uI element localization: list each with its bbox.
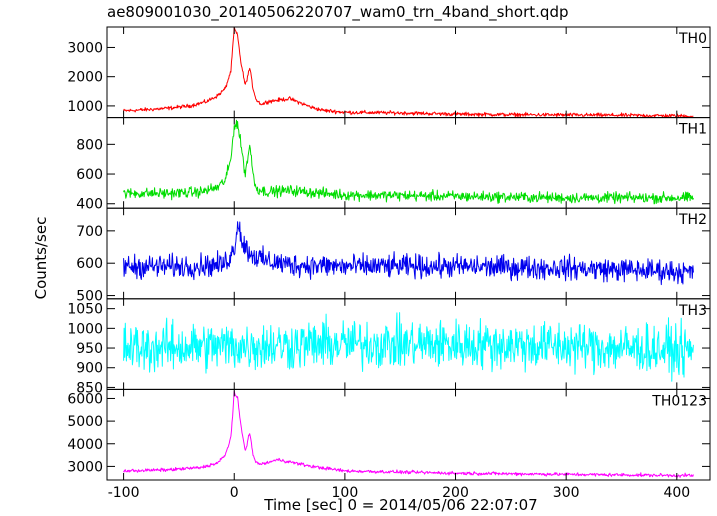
x-tick-label: 0 bbox=[230, 485, 239, 501]
panels-group: 100020003000TH0400600800TH1500600700TH28… bbox=[67, 26, 711, 501]
series-line-th3 bbox=[123, 312, 694, 382]
x-tick-label: 200 bbox=[442, 485, 469, 501]
panel-th0: 1000 2000 3000 TH0 bbox=[67, 26, 711, 119]
panel-label: TH0123 bbox=[651, 393, 707, 409]
y-tick-label: 4000 bbox=[67, 437, 103, 453]
y-tick-label: 500 bbox=[76, 289, 103, 305]
panel-label: TH1 bbox=[678, 122, 707, 138]
y-tick-label: 2000 bbox=[67, 70, 103, 86]
y-tick-label: 600 bbox=[76, 256, 103, 272]
x-tick-label: -100 bbox=[108, 485, 140, 501]
x-tick-label: 400 bbox=[663, 485, 690, 501]
series-line-th0123 bbox=[123, 390, 694, 478]
x-tick-label: 300 bbox=[553, 485, 580, 501]
panel-label: TH0 bbox=[678, 31, 707, 47]
panel-th2: 500 600 700 TH2 bbox=[76, 207, 711, 305]
chart-title: ae809001030_20140506220707_wam0_trn_4ban… bbox=[107, 3, 569, 22]
y-tick-label: 1000 bbox=[67, 321, 103, 337]
y-tick-label: 400 bbox=[76, 197, 103, 213]
y-tick-label: 600 bbox=[76, 167, 103, 183]
panel-th0123: 3000 4000 5000 6000 -100 0 100 200 300 400 TH0123 bbox=[67, 388, 711, 501]
x-axis-label: Time [sec] 0 = 2014/05/06 22:07:07 bbox=[263, 496, 537, 514]
panel-frame bbox=[106, 207, 711, 300]
panel-th3: 850 900 950 1000 1050 TH3 bbox=[67, 298, 711, 396]
panel-th1: 400 600 800 TH1 bbox=[76, 117, 711, 213]
panel-frame bbox=[106, 388, 711, 481]
y-tick-label: 6000 bbox=[67, 391, 103, 407]
y-tick-label: 950 bbox=[76, 341, 103, 357]
x-tick-label: 100 bbox=[332, 485, 359, 501]
y-tick-label: 850 bbox=[76, 380, 103, 396]
panel-label: TH3 bbox=[678, 303, 707, 319]
y-tick-label: 900 bbox=[76, 361, 103, 377]
series-line-th1 bbox=[123, 119, 694, 205]
y-tick-label: 800 bbox=[76, 137, 103, 153]
y-tick-label: 3000 bbox=[67, 459, 103, 475]
y-tick-label: 1050 bbox=[67, 302, 103, 318]
series-line-th0 bbox=[123, 27, 694, 119]
y-tick-label: 5000 bbox=[67, 414, 103, 430]
y-tick-label: 700 bbox=[76, 224, 103, 240]
y-tick-label: 3000 bbox=[67, 40, 103, 56]
series-line-th2 bbox=[123, 221, 694, 286]
y-axis-label: Counts/sec bbox=[32, 217, 50, 300]
panel-label: TH2 bbox=[678, 212, 707, 228]
y-tick-label: 1000 bbox=[67, 99, 103, 115]
